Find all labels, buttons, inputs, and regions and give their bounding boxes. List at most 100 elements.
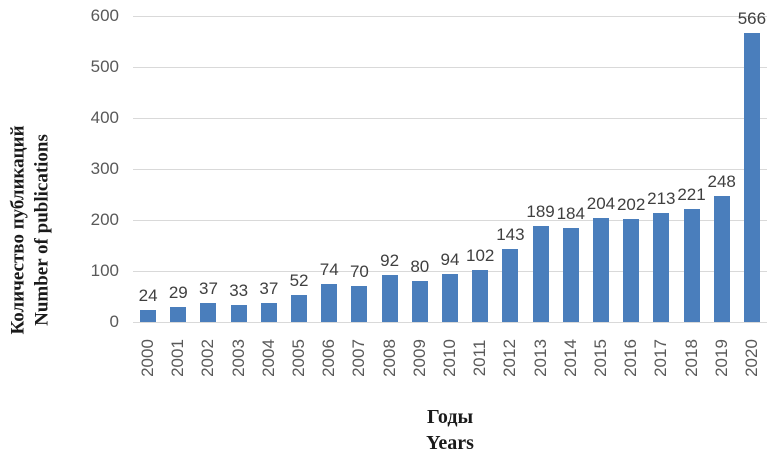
- x-tick-label-2017: 2017: [651, 339, 671, 377]
- bar-2000: [140, 309, 157, 322]
- y-tick-label: 300: [90, 159, 119, 178]
- value-label-2018: 221: [677, 185, 706, 205]
- bar-2008: [381, 275, 398, 322]
- gridline: [133, 66, 767, 68]
- bar-2016: [623, 218, 640, 322]
- x-tick-label-2019: 2019: [711, 339, 731, 377]
- bar-2010: [441, 274, 458, 322]
- bar-slot-2012: 143 2012: [495, 16, 525, 377]
- value-label-2014: 184: [556, 204, 585, 224]
- value-label-2016: 202: [616, 194, 646, 214]
- x-tick-label-2006: 2006: [319, 339, 339, 377]
- x-tick-label-2012: 2012: [500, 339, 520, 377]
- gridline: [133, 270, 767, 272]
- bar-2014: [562, 228, 579, 322]
- bar-2018: [683, 209, 700, 322]
- x-tick-label-2015: 2015: [590, 339, 610, 377]
- y-tick-label: 600: [90, 6, 119, 25]
- value-label-2008: 92: [380, 251, 400, 271]
- x-tick-label-2008: 2008: [379, 339, 399, 377]
- value-label-2012: 143: [496, 225, 525, 245]
- bar-2020: [743, 33, 760, 322]
- bar-slot-2016: 202 2016: [616, 16, 646, 377]
- bar-2002: [200, 303, 217, 322]
- value-label-2004: 37: [259, 279, 279, 299]
- bar-2017: [653, 213, 670, 322]
- bar-2013: [532, 225, 549, 322]
- bar-slot-2011: 102 2011: [465, 16, 495, 376]
- value-label-2007: 70: [349, 262, 369, 282]
- y-tick-label: 100: [90, 261, 119, 280]
- bar-2015: [592, 217, 609, 322]
- y-axis-title-line-ru: Количество публикаций: [7, 125, 29, 335]
- x-tick-label-2003: 2003: [228, 339, 248, 377]
- value-label-2006: 74: [319, 260, 339, 280]
- bar-slot-2004: 37 2004: [254, 16, 284, 377]
- value-label-2002: 37: [199, 279, 218, 299]
- x-tick-label-2007: 2007: [349, 339, 369, 377]
- bar-2012: [502, 249, 519, 322]
- x-axis-title-line-en: Years: [426, 432, 474, 454]
- value-label-2017: 213: [647, 189, 676, 209]
- bar-2003: [230, 305, 247, 322]
- bar-slot-2000: 24 2000: [133, 16, 163, 377]
- bar-slot-2001: 29 2001: [163, 16, 193, 377]
- bar-slot-2007: 70 2007: [344, 16, 374, 377]
- gridline: [133, 219, 767, 221]
- x-tick-label-2001: 2001: [168, 339, 188, 377]
- x-tick-label-2018: 2018: [681, 339, 701, 377]
- value-label-2009: 80: [410, 257, 430, 277]
- bar-slot-2020: 566 2020: [737, 9, 767, 377]
- bar-slot-2017: 213 2017: [646, 16, 676, 377]
- bar-slot-2006: 74 2006: [314, 16, 344, 377]
- x-tick-label-2009: 2009: [409, 339, 429, 377]
- bar-slot-2009: 80 2009: [405, 16, 435, 377]
- value-label-2010: 94: [440, 250, 460, 270]
- value-label-2000: 24: [138, 285, 158, 305]
- x-axis-title: Годы Years: [133, 404, 767, 456]
- x-tick-label-2013: 2013: [530, 339, 550, 377]
- bar-2009: [411, 281, 428, 322]
- bar-slot-2018: 221 2018: [676, 16, 706, 377]
- bar-slot-2002: 37 2002: [193, 16, 223, 377]
- bar-2011: [472, 269, 489, 322]
- y-tick-label: 400: [90, 108, 119, 127]
- x-tick-label-2004: 2004: [258, 339, 278, 377]
- bar-2005: [291, 295, 308, 322]
- gridline: [133, 15, 767, 17]
- value-label-2013: 189: [526, 201, 555, 221]
- y-tick-label: 500: [90, 57, 119, 76]
- gridline: [133, 117, 767, 119]
- x-tick-label-2000: 2000: [138, 339, 158, 377]
- x-tick-label-2011: 2011: [470, 339, 490, 377]
- bar-2006: [321, 284, 338, 322]
- x-tick-label-2020: 2020: [741, 339, 761, 377]
- value-label-2019: 248: [707, 171, 736, 191]
- bar-slot-2010: 94 2010: [435, 16, 465, 377]
- bar-2004: [260, 303, 277, 322]
- value-label-2001: 29: [168, 283, 188, 303]
- x-tick-label-2002: 2002: [198, 339, 218, 377]
- y-tick-label: 0: [109, 312, 119, 331]
- bar-2007: [351, 286, 368, 322]
- bar-2019: [713, 195, 730, 322]
- value-label-2005: 52: [289, 271, 309, 291]
- x-tick-label-2010: 2010: [439, 339, 459, 377]
- plot-area: 0 100 200 300 400 500 600 24 2000 29 2001 37 2002 33 2…: [91, 6, 767, 377]
- x-axis-line: [133, 321, 767, 323]
- bar-slot-2008: 92 2008: [375, 16, 405, 377]
- bar-slot-2003: 33 2003: [224, 16, 254, 377]
- value-label-2003: 33: [229, 281, 249, 301]
- x-tick-label-2016: 2016: [621, 339, 641, 377]
- bar-slot-2019: 248 2019: [707, 16, 737, 377]
- bar-slot-2014: 184 2014: [556, 16, 586, 377]
- value-label-2015: 204: [586, 193, 616, 213]
- x-tick-label-2005: 2005: [289, 339, 309, 377]
- bar-slot-2015: 204 2015: [586, 16, 616, 377]
- bar-slot-2013: 189 2013: [525, 16, 555, 377]
- y-tick-label: 200: [90, 210, 119, 229]
- gridline: [133, 168, 767, 170]
- value-label-2020: 566: [737, 9, 767, 29]
- x-tick-label-2014: 2014: [560, 339, 580, 377]
